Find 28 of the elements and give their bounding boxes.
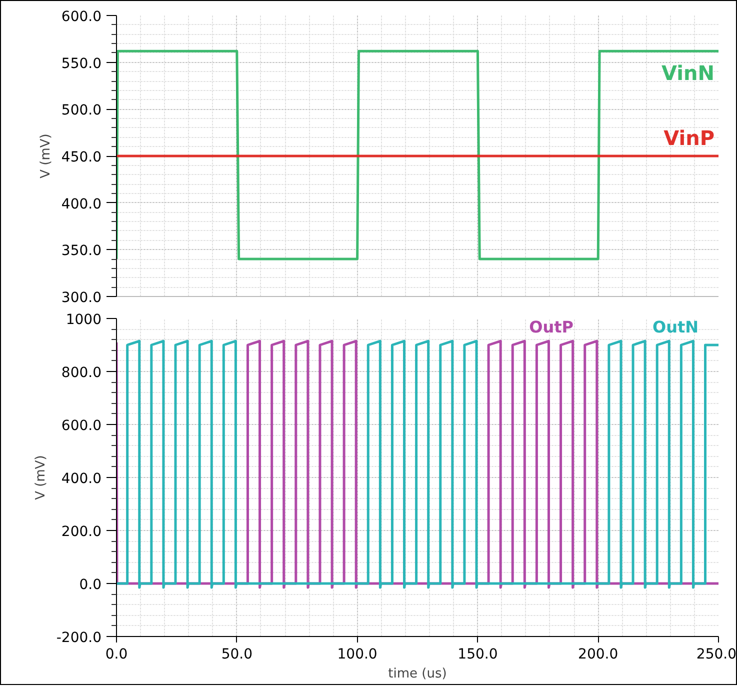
x-tick-label: 100.0 [337,646,378,662]
line-series [116,340,718,589]
x-tick-label: 50.0 [221,646,252,662]
x-tick-label: 150.0 [458,646,498,662]
y-tick-label: 200.0 [61,524,102,540]
y-tick-label: 0.0 [79,577,102,593]
y-tick-label: 1000 [66,312,102,328]
y-tick-label: 450.0 [61,150,102,166]
series-label: VinN [662,61,715,86]
y-tick-label: 550.0 [61,56,102,72]
y-tick-label: 400.0 [61,196,102,212]
y-tick-label: 400.0 [61,471,102,487]
x-tick-label: 250.0 [696,646,737,662]
y-tick-label: 500.0 [61,102,102,119]
series-label: OutP [529,318,574,336]
y-tick-label: 600.0 [61,418,102,434]
y-tick-label: 300.0 [61,290,102,306]
y-tick-label: 350.0 [61,243,102,260]
series-label: OutN [652,318,698,336]
y-axis-title: V (mV) [33,455,48,500]
y-tick-label: -200.0 [56,630,102,646]
y-tick-label: 600.0 [61,9,102,25]
series-label: VinP [664,126,715,150]
y-tick-label: 800.0 [61,365,102,381]
x-axis-title: time (us) [388,666,447,682]
x-tick-label: 200.0 [578,646,618,662]
x-tick-label: 0.0 [105,646,128,662]
y-axis-title: V (mV) [38,134,54,178]
